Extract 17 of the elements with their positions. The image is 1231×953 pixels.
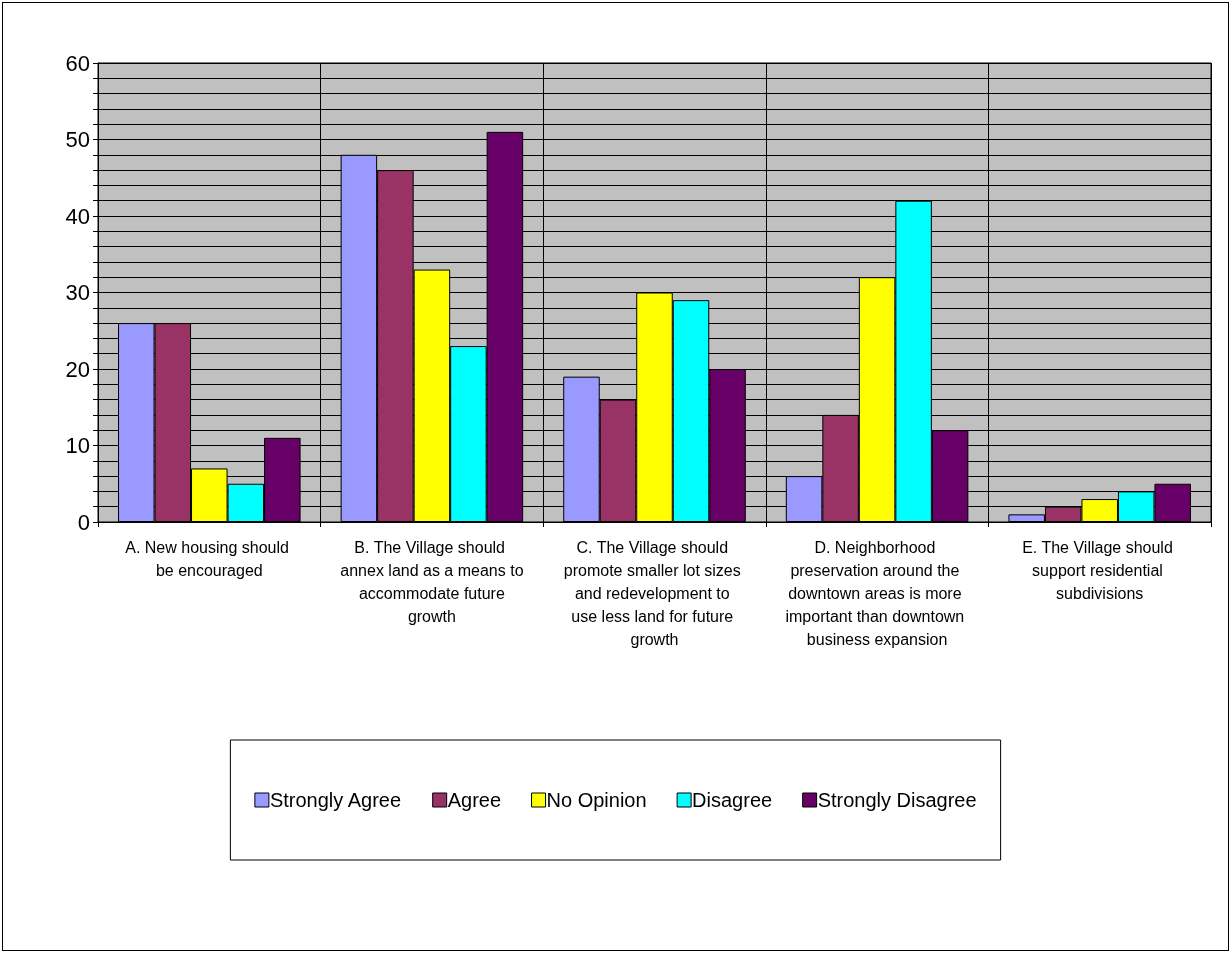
y-tick-label: 0 <box>77 509 90 535</box>
y-tick-label: 20 <box>65 356 90 382</box>
y-tick-label: 30 <box>65 280 90 305</box>
y-tick-label: 40 <box>65 203 90 229</box>
x-tick-label: A. New housing should be encouraged <box>125 539 294 579</box>
y-tick-label: 60 <box>65 50 90 76</box>
y-tick-label: 10 <box>65 433 90 458</box>
legend-label: No Opinion <box>546 789 647 811</box>
x-tick-label: C. The Village should promote smaller lot sizes and redevelopment to use less land for future growth <box>563 539 746 648</box>
legend-label: Strongly Agree <box>269 789 402 811</box>
y-tick-label: 50 <box>65 127 90 152</box>
x-tick-label: B. The Village should annex land as a means to accommodate future growth <box>340 539 524 625</box>
legend-label: Strongly Disagree <box>817 789 977 811</box>
x-tick-label: E. The Village should support residential subdivisions <box>1022 539 1178 602</box>
x-tick-label: D. Neighborhood preservation around the downtown areas is more important than downtown business expansion <box>785 539 969 648</box>
legend-label: Agree <box>447 789 502 811</box>
legend-label: Disagree <box>692 789 773 811</box>
